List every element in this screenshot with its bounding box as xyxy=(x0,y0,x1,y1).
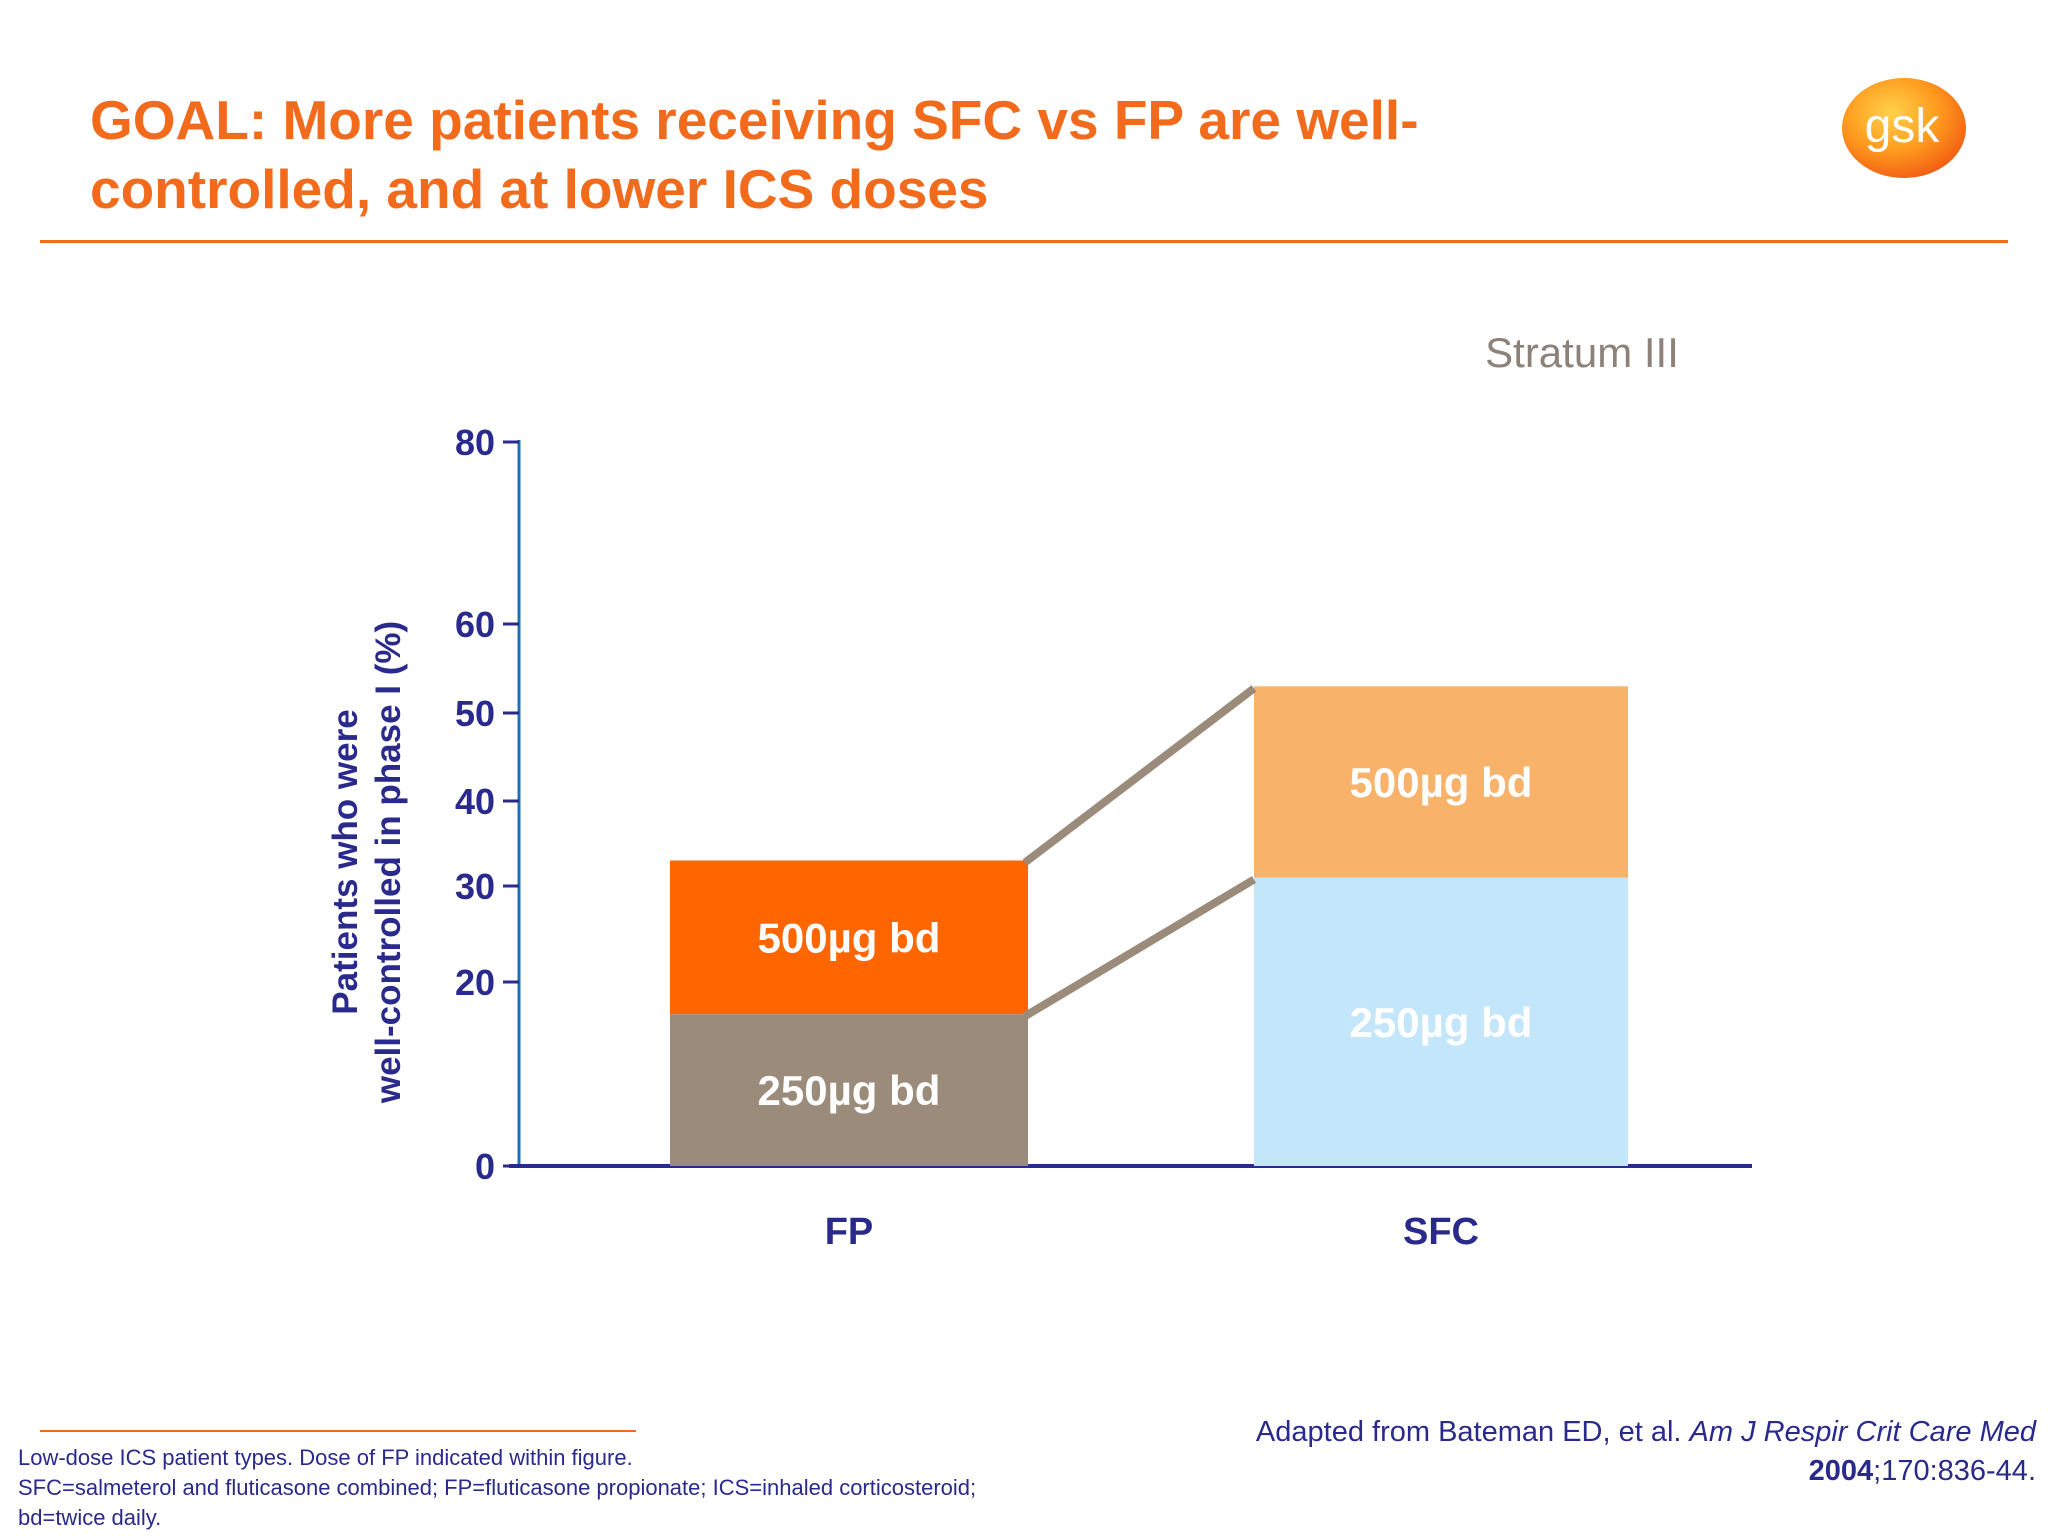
citation-prefix: Adapted from Bateman ED, et al. xyxy=(1255,1416,1690,1448)
bar-segment-label: 250µg bd xyxy=(758,1067,941,1114)
y-tick-label: 60 xyxy=(455,604,495,645)
footnote: Low-dose ICS patient types. Dose of FP i… xyxy=(18,1443,1218,1533)
footnote-divider xyxy=(40,1430,636,1432)
connector-line xyxy=(1022,685,1257,866)
x-category-label: SFC xyxy=(1403,1211,1479,1253)
y-tick-label: 30 xyxy=(455,866,495,907)
gsk-logo: gsk xyxy=(1842,78,1966,178)
title-divider xyxy=(40,240,2008,243)
y-axis-label-line2: well-controlled in phase I (%) xyxy=(369,621,408,1104)
y-axis-label: Patients who were well-controlled in pha… xyxy=(326,621,408,1104)
footnote-line3: bd=twice daily. xyxy=(18,1505,162,1530)
connector-line xyxy=(1022,876,1257,1020)
y-tick-label: 50 xyxy=(455,693,495,734)
footnote-line1: Low-dose ICS patient types. Dose of FP i… xyxy=(18,1445,633,1470)
chart-subtitle: Stratum III xyxy=(1485,329,1679,376)
y-tick-label: 40 xyxy=(455,781,495,822)
bar-segment xyxy=(1254,686,1628,878)
x-category-label: FP xyxy=(825,1211,874,1253)
bar-segment-label: 500µg bd xyxy=(758,914,941,961)
footnote-line2: SFC=salmeterol and fluticasone combined;… xyxy=(18,1475,977,1500)
y-axis-label-line1: Patients who were xyxy=(326,709,365,1014)
bar-segment xyxy=(670,1014,1028,1166)
y-tick-label: 20 xyxy=(455,962,495,1003)
bar-segment xyxy=(1254,877,1628,1166)
slide-title: GOAL: More patients receiving SFC vs FP … xyxy=(90,86,1590,224)
slide-title-line2: controlled, and at lower ICS doses xyxy=(90,158,989,220)
citation-journal: Am J Respir Crit Care Med xyxy=(1689,1416,2036,1448)
y-tick-label: 0 xyxy=(475,1146,495,1187)
bar-segment xyxy=(670,860,1028,1015)
bar-segment-label: 250µg bd xyxy=(1350,999,1533,1046)
y-tick-label: 80 xyxy=(455,422,495,463)
logo-text: gsk xyxy=(1865,100,1941,153)
citation: Adapted from Bateman ED, et al. Am J Res… xyxy=(1136,1413,2036,1491)
citation-suffix: ;170:836-44. xyxy=(1873,1455,2036,1487)
bar-segment-label: 500µg bd xyxy=(1350,759,1533,806)
slide-title-line1: GOAL: More patients receiving SFC vs FP … xyxy=(90,89,1419,151)
citation-year: 2004 xyxy=(1808,1455,1874,1487)
